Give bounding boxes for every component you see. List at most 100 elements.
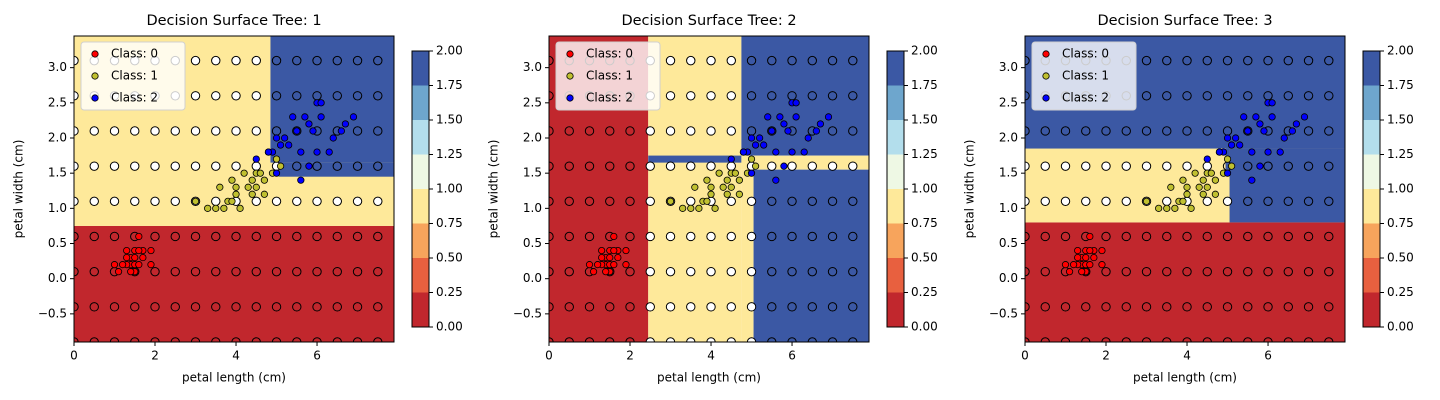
- subplot: 0 2 4 6 −0.5 0.0 0.5 1.0 1.5 2.0 2.5 3.0 Decision Su…: [963, 13, 1414, 385]
- grid-point: [1303, 161, 1314, 171]
- grid-point: [549, 302, 554, 312]
- grid-point: [1202, 55, 1212, 66]
- grid-point: [827, 55, 838, 66]
- grid-point: [645, 302, 655, 312]
- grid-point: [1025, 55, 1030, 66]
- axes-frame: [1024, 35, 1346, 343]
- grid-point: [686, 266, 696, 277]
- grid-point: [605, 302, 615, 312]
- grid-point: [251, 196, 261, 207]
- grid-point: [150, 161, 160, 171]
- colorbar-segment: [887, 189, 904, 224]
- data-point: [1276, 148, 1284, 156]
- grid-point: [584, 231, 595, 242]
- legend-label: Class: 1: [111, 69, 158, 83]
- grid-point: [89, 161, 99, 171]
- grid-point: [848, 196, 858, 207]
- grid-point: [564, 302, 574, 312]
- data-point: [119, 261, 127, 269]
- colorbar-tick-label: 1.00: [911, 182, 938, 196]
- grid-point: [1324, 302, 1334, 312]
- grid-point: [564, 231, 574, 242]
- grid-point: [746, 231, 757, 242]
- grid-point: [1121, 196, 1131, 207]
- colorbar-segment: [412, 258, 429, 293]
- grid-point: [190, 231, 201, 242]
- colorbar-tick-label: 1.25: [1387, 147, 1414, 161]
- grid-point: [1222, 231, 1233, 242]
- colorbar-segment: [412, 223, 429, 258]
- grid-point: [373, 266, 383, 277]
- grid-point: [665, 266, 676, 277]
- colorbar-tick-label: 0.25: [911, 285, 938, 299]
- colorbar-segment: [1363, 189, 1380, 224]
- y-tick-label: −0.5: [989, 306, 1018, 320]
- grid-point: [1025, 91, 1030, 101]
- data-point: [1183, 183, 1191, 191]
- data-point: [248, 190, 256, 198]
- grid-point: [292, 91, 302, 101]
- grid-point: [89, 266, 99, 277]
- colorbar-tick-label: 2.00: [1387, 44, 1414, 58]
- data-point: [614, 253, 622, 262]
- data-point: [1288, 127, 1296, 135]
- grid-point: [292, 302, 302, 312]
- grid-point: [686, 161, 696, 171]
- axes-frame: [548, 35, 870, 343]
- grid-point: [109, 126, 120, 136]
- data-point: [1292, 120, 1300, 128]
- grid-point: [1202, 161, 1212, 171]
- data-point: [1086, 232, 1094, 241]
- grid-point: [170, 231, 180, 242]
- data-point: [735, 190, 743, 198]
- x-axis-label: petal length (cm): [182, 371, 286, 385]
- data-point: [1065, 268, 1074, 276]
- grid-point: [109, 196, 120, 207]
- colorbar-segment: [412, 154, 429, 189]
- grid-point: [746, 91, 757, 101]
- grid-point: [109, 231, 120, 242]
- grid-point: [686, 302, 696, 312]
- grid-point: [231, 266, 241, 277]
- grid-point: [170, 126, 180, 136]
- plot-area: [549, 36, 869, 342]
- legend-label: Class: 0: [586, 47, 633, 61]
- colorbar-tick-label: 1.00: [436, 182, 463, 196]
- grid-point: [1081, 196, 1091, 207]
- grid-point: [827, 126, 838, 136]
- grid-point: [332, 196, 342, 207]
- data-point: [1223, 169, 1232, 177]
- grid-point: [332, 231, 342, 242]
- data-point: [800, 148, 808, 156]
- grid-point: [1243, 91, 1253, 101]
- grid-point: [150, 196, 160, 207]
- grid-point: [848, 231, 858, 242]
- grid-point: [1324, 91, 1334, 101]
- y-axis-label: petal width (cm): [12, 140, 26, 239]
- y-tick-label: 3.0: [523, 60, 542, 74]
- grid-point: [686, 231, 696, 242]
- grid-point: [1283, 302, 1293, 312]
- grid-point: [352, 126, 363, 136]
- data-point: [212, 204, 220, 212]
- data-point: [764, 113, 772, 121]
- grid-point: [549, 126, 554, 136]
- grid-point: [1162, 126, 1172, 136]
- colorbar-segment: [887, 292, 904, 327]
- grid-point: [665, 231, 676, 242]
- grid-point: [1182, 231, 1192, 242]
- grid-point: [1222, 196, 1233, 207]
- data-point: [260, 176, 268, 184]
- data-point: [735, 176, 743, 184]
- grid-point: [211, 196, 221, 207]
- legend-marker: [566, 50, 574, 58]
- grid-point: [190, 302, 201, 312]
- data-point: [695, 204, 703, 212]
- grid-point: [251, 161, 261, 171]
- legend-label: Class: 1: [586, 69, 633, 83]
- data-point: [297, 148, 305, 156]
- colorbar-segment: [1363, 154, 1380, 189]
- colorbar-segment: [412, 85, 429, 120]
- colorbar-segment: [412, 120, 429, 155]
- data-point: [305, 120, 313, 128]
